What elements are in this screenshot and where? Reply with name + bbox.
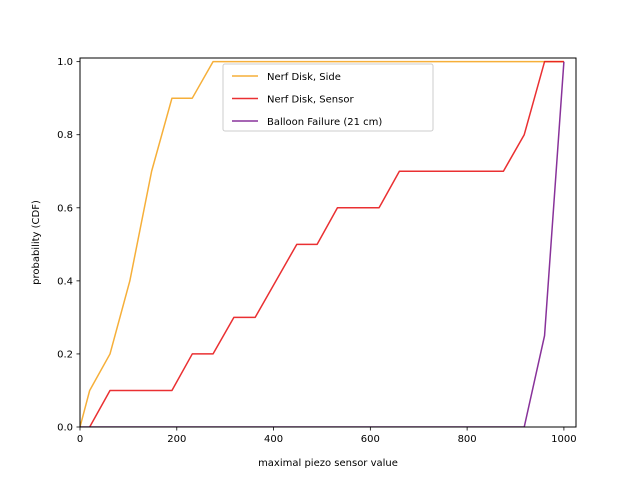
x-tick-label: 0	[77, 434, 83, 445]
y-tick-label: 0.8	[57, 130, 73, 141]
plot-frame	[79, 57, 577, 428]
x-tick-label: 200	[167, 434, 186, 445]
y-tick-label: 0.4	[57, 276, 73, 287]
legend: Nerf Disk, Side Nerf Disk, Sensor Balloon …	[222, 63, 434, 132]
legend-box	[222, 63, 434, 132]
y-tick-label: 0.2	[57, 349, 73, 360]
legend-label-0: Nerf Disk, Side	[267, 72, 341, 83]
y-tick-label: 0.0	[57, 423, 73, 434]
series-line-0	[80, 60, 564, 427]
legend-label-1: Nerf Disk, Sensor	[267, 95, 354, 106]
x-tick-label: 400	[264, 434, 283, 445]
series-line-2	[80, 61, 565, 427]
x-axis-ticks: 0 200 400 600 800 1000	[77, 427, 577, 445]
legend-label-2: Balloon Failure (21 cm)	[267, 117, 382, 128]
x-axis-title: maximal piezo sensor value	[258, 458, 398, 469]
x-tick-label: 800	[458, 434, 477, 445]
y-axis-ticks: 0.0 0.2 0.4 0.6 0.8 1.0	[57, 57, 80, 434]
axes-layer	[79, 57, 577, 428]
y-tick-label: 1.0	[57, 57, 73, 68]
y-axis-title: probability (CDF)	[31, 200, 42, 285]
series-layer	[80, 60, 565, 427]
series-line-1	[89, 60, 564, 427]
x-tick-label: 1000	[551, 434, 576, 445]
x-tick-label: 600	[361, 434, 380, 445]
y-tick-label: 0.6	[57, 203, 73, 214]
